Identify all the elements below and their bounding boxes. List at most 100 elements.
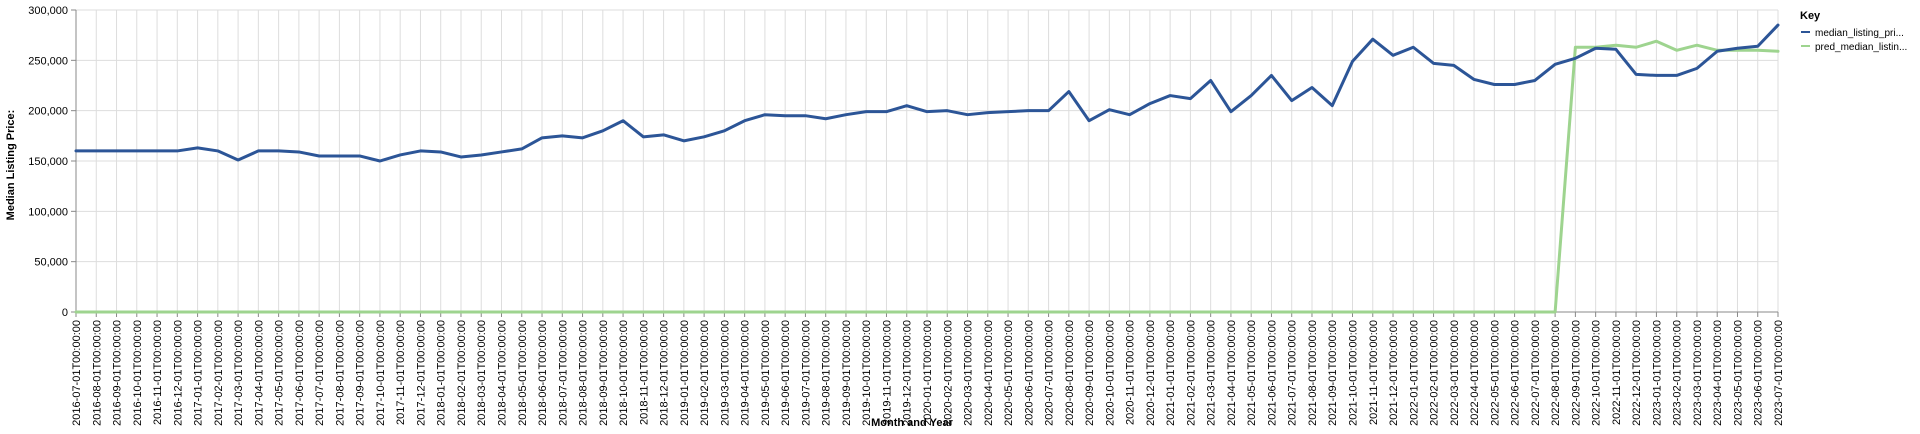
series-line-0: [74, 23, 1780, 163]
x-tick-label: 2018-10-01T00:00:00: [618, 320, 630, 426]
y-tick-label: 250,000: [28, 55, 68, 67]
x-tick-label: 2019-04-01T00:00:00: [740, 320, 752, 426]
x-tick-label: 2016-10-01T00:00:00: [132, 320, 144, 426]
x-tick-label: 2022-10-01T00:00:00: [1591, 320, 1603, 426]
legend-title: Key: [1800, 10, 1821, 22]
x-tick-label: 2020-06-01T00:00:00: [1023, 320, 1035, 426]
y-tick-label: 300,000: [28, 5, 68, 17]
y-axis-title: Median Listing Price:: [5, 110, 17, 221]
x-tick-label: 2018-04-01T00:00:00: [497, 320, 509, 426]
x-tick-label: 2016-12-01T00:00:00: [172, 320, 184, 426]
x-tick-label: 2017-12-01T00:00:00: [415, 320, 427, 426]
x-tick-label: 2020-09-01T00:00:00: [1084, 320, 1096, 426]
x-tick-label: 2023-02-01T00:00:00: [1672, 320, 1684, 426]
x-tick-label: 2017-08-01T00:00:00: [334, 320, 346, 426]
x-tick-label: 2020-11-01T00:00:00: [1125, 320, 1137, 425]
x-tick-label: 2019-06-01T00:00:00: [780, 320, 792, 426]
x-tick-label: 2017-05-01T00:00:00: [274, 320, 286, 426]
x-tick-label: 2020-04-01T00:00:00: [983, 320, 995, 426]
x-tick-label: 2018-02-01T00:00:00: [456, 320, 468, 426]
y-tick-label: 100,000: [28, 206, 68, 218]
legend-label: pred_median_listin...: [1815, 42, 1907, 53]
x-tick-label: 2023-04-01T00:00:00: [1712, 320, 1724, 426]
x-tick-label: 2021-09-01T00:00:00: [1327, 320, 1339, 426]
x-tick-label: 2023-03-01T00:00:00: [1692, 320, 1704, 426]
x-tick-label: 2019-02-01T00:00:00: [699, 320, 711, 426]
x-tick-label: 2018-07-01T00:00:00: [557, 320, 569, 426]
x-tick-label: 2019-09-01T00:00:00: [841, 320, 853, 426]
x-tick-label: 2017-07-01T00:00:00: [314, 320, 326, 426]
x-tick-label: 2021-08-01T00:00:00: [1307, 320, 1319, 426]
x-tick-label: 2023-06-01T00:00:00: [1753, 320, 1765, 426]
x-tick-label: 2018-05-01T00:00:00: [517, 320, 529, 426]
x-tick-label: 2019-08-01T00:00:00: [821, 320, 833, 426]
x-tick-label: 2018-01-01T00:00:00: [436, 320, 448, 426]
y-tick-label: 150,000: [28, 156, 68, 168]
x-tick-label: 2019-12-01T00:00:00: [902, 320, 914, 426]
x-tick-label: 2017-10-01T00:00:00: [375, 320, 387, 426]
x-tick-label: 2017-01-01T00:00:00: [193, 320, 205, 426]
x-axis-title: Month and Year: [871, 417, 953, 429]
x-tick-label: 2020-10-01T00:00:00: [1104, 320, 1116, 426]
x-tick-label: 2022-02-01T00:00:00: [1429, 320, 1441, 426]
x-tick-label: 2023-01-01T00:00:00: [1651, 320, 1663, 426]
y-tick-label: 200,000: [28, 106, 68, 118]
x-tick-label: 2021-11-01T00:00:00: [1368, 320, 1380, 425]
x-tick-label: 2021-05-01T00:00:00: [1246, 320, 1258, 426]
x-tick-label: 2020-03-01T00:00:00: [963, 320, 975, 426]
x-tick-label: 2021-07-01T00:00:00: [1287, 320, 1299, 426]
x-tick-label: 2020-12-01T00:00:00: [1145, 320, 1157, 426]
x-tick-label: 2022-01-01T00:00:00: [1408, 320, 1420, 426]
x-tick-label: 2017-11-01T00:00:00: [395, 320, 407, 425]
x-tick-label: 2022-11-01T00:00:00: [1611, 320, 1623, 425]
x-tick-label: 2021-01-01T00:00:00: [1165, 320, 1177, 426]
x-tick-label: 2022-04-01T00:00:00: [1469, 320, 1481, 426]
x-tick-label: 2023-05-01T00:00:00: [1732, 320, 1744, 426]
x-tick-label: 2019-05-01T00:00:00: [760, 320, 772, 426]
x-tick-label: 2020-08-01T00:00:00: [1064, 320, 1076, 426]
legend-label: median_listing_pri...: [1815, 28, 1904, 39]
x-tick-label: 2020-07-01T00:00:00: [1044, 320, 1056, 426]
x-tick-label: 2023-07-01T00:00:00: [1773, 320, 1785, 426]
x-tick-label: 2022-09-01T00:00:00: [1570, 320, 1582, 426]
series-lines: [74, 23, 1780, 314]
x-tick-label: 2019-07-01T00:00:00: [800, 320, 812, 426]
x-tick-label: 2020-05-01T00:00:00: [1003, 320, 1015, 426]
x-tick-label: 2022-08-01T00:00:00: [1550, 320, 1562, 426]
x-tick-label: 2021-06-01T00:00:00: [1266, 320, 1278, 426]
x-tick-label: 2017-06-01T00:00:00: [294, 320, 306, 426]
x-tick-label: 2022-03-01T00:00:00: [1449, 320, 1461, 426]
x-axis: 2016-07-01T00:00:00 2016-08-01T00:00:00 20…: [71, 311, 1785, 426]
x-tick-label: 2019-03-01T00:00:00: [719, 320, 731, 426]
x-tick-label: 2021-04-01T00:00:00: [1226, 320, 1238, 426]
x-tick-label: 2022-12-01T00:00:00: [1631, 320, 1643, 426]
x-tick-label: 2018-11-01T00:00:00: [638, 320, 650, 425]
x-tick-label: 2022-07-01T00:00:00: [1530, 320, 1542, 426]
x-tick-label: 2020-01-01T00:00:00: [922, 320, 934, 426]
x-tick-label: 2021-12-01T00:00:00: [1388, 320, 1400, 426]
x-tick-label: 2016-07-01T00:00:00: [71, 320, 83, 426]
x-tick-label: 2016-09-01T00:00:00: [112, 320, 124, 426]
x-tick-label: 2019-10-01T00:00:00: [861, 320, 873, 426]
x-tick-label: 2019-01-01T00:00:00: [679, 320, 691, 426]
x-tick-label: 2017-03-01T00:00:00: [233, 320, 245, 426]
y-tick-label: 50,000: [34, 257, 68, 269]
x-tick-label: 2017-09-01T00:00:00: [355, 320, 367, 426]
series-line-1: [74, 39, 1780, 314]
grid-lines: [75, 9, 1779, 313]
x-tick-label: 2022-05-01T00:00:00: [1489, 320, 1501, 426]
y-axis: 0 50,000 100,000 150,000 200,000 250,000 300,0…: [28, 5, 77, 319]
x-tick-label: 2018-06-01T00:00:00: [537, 320, 549, 426]
x-tick-label: 2017-04-01T00:00:00: [253, 320, 265, 426]
x-tick-label: 2018-03-01T00:00:00: [476, 320, 488, 426]
x-tick-label: 2018-08-01T00:00:00: [578, 320, 590, 426]
x-tick-label: 2021-02-01T00:00:00: [1185, 320, 1197, 426]
y-tick-label: 0: [62, 307, 68, 319]
x-tick-label: 2019-11-01T00:00:00: [881, 320, 893, 425]
x-tick-label: 2021-10-01T00:00:00: [1348, 320, 1360, 426]
legend: Key median_listing_pri... pred_median_lis…: [1800, 10, 1907, 53]
x-tick-label: 2016-08-01T00:00:00: [91, 320, 103, 426]
x-tick-label: 2021-03-01T00:00:00: [1206, 320, 1218, 426]
x-tick-label: 2018-09-01T00:00:00: [598, 320, 610, 426]
